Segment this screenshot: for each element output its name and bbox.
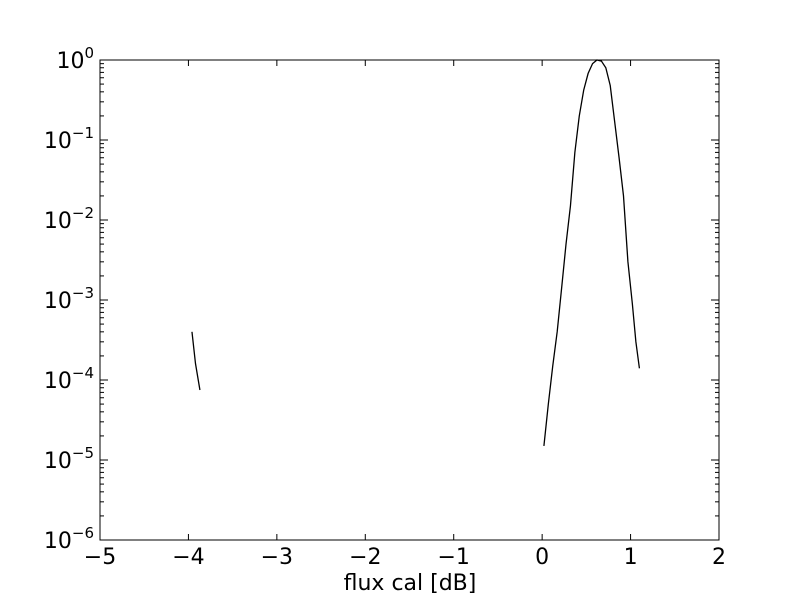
y-tick-label-base: 10 [44,529,72,554]
y-tick-label-base: 10 [44,369,72,394]
x-tick-label: 0 [535,545,549,570]
plot-frame [99,59,720,541]
x-tick-label: 2 [712,545,726,570]
y-tick-label-exponent: −5 [72,444,94,462]
y-tick-label-base: 10 [44,209,72,234]
x-tick-label: −5 [84,545,116,570]
series-line [543,59,641,446]
y-tick-label-base: 10 [44,289,72,314]
x-tick-label: 1 [624,545,638,570]
y-tick-label-exponent: 0 [84,44,94,62]
y-tick-label-base: 10 [56,49,84,74]
y-tick-label-exponent: −3 [72,284,94,302]
y-tick-label: 10−4 [44,364,94,394]
x-tick-label: −2 [349,545,381,570]
y-tick-label-exponent: −4 [72,364,94,382]
series-layer [191,59,641,446]
y-tick-label-exponent: −1 [72,124,94,142]
series-line [191,331,201,391]
y-tick-label: 10−5 [44,444,94,474]
y-tick-label: 10−1 [44,124,94,154]
y-tick-label: 10−6 [44,524,94,554]
y-tick-label-exponent: −2 [72,204,94,222]
y-tick-label-exponent: −6 [72,524,94,542]
ticks-layer [99,59,720,541]
x-axis-label: flux cal [dB] [344,571,477,596]
x-tick-label: −4 [172,545,204,570]
y-tick-label-base: 10 [44,449,72,474]
y-tick-label-base: 10 [44,129,72,154]
x-tick-label: −1 [437,545,469,570]
y-tick-label: 10−3 [44,284,94,314]
y-tick-label: 10−2 [44,204,94,234]
x-tick-label: −3 [261,545,293,570]
y-tick-label: 100 [56,44,94,74]
